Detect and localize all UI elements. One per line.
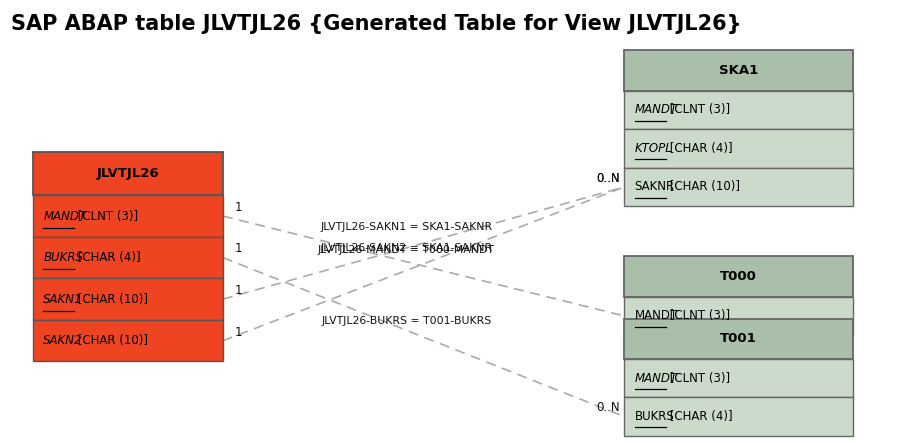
Text: 1: 1: [235, 326, 243, 338]
FancyBboxPatch shape: [33, 320, 223, 361]
Text: SAKN1: SAKN1: [43, 293, 83, 306]
Text: JLVTJL26-BUKRS = T001-BUKRS: JLVTJL26-BUKRS = T001-BUKRS: [321, 316, 491, 326]
Text: KTOPL: KTOPL: [634, 142, 672, 155]
Text: [CHAR (4)]: [CHAR (4)]: [74, 251, 141, 264]
FancyBboxPatch shape: [624, 256, 853, 297]
Text: SKA1: SKA1: [719, 64, 758, 77]
Text: JLVTJL26-MANDT = T000-MANDT: JLVTJL26-MANDT = T000-MANDT: [318, 245, 495, 255]
FancyBboxPatch shape: [624, 129, 853, 168]
Text: BUKRS: BUKRS: [43, 251, 83, 264]
FancyBboxPatch shape: [624, 359, 853, 397]
Text: JLVTJL26-SAKN1 = SKA1-SAKNR: JLVTJL26-SAKN1 = SKA1-SAKNR: [320, 222, 492, 232]
Text: SAKN2: SAKN2: [43, 334, 83, 347]
Text: [CLNT (3)]: [CLNT (3)]: [74, 210, 138, 222]
Text: 0..N: 0..N: [596, 172, 620, 185]
Text: T000: T000: [720, 270, 757, 283]
Text: [CHAR (10)]: [CHAR (10)]: [666, 180, 739, 194]
Text: [CLNT (3)]: [CLNT (3)]: [666, 372, 730, 385]
FancyBboxPatch shape: [33, 195, 223, 237]
FancyBboxPatch shape: [624, 91, 853, 129]
FancyBboxPatch shape: [624, 297, 853, 335]
Text: T001: T001: [720, 332, 757, 345]
FancyBboxPatch shape: [624, 397, 853, 436]
Text: 1: 1: [235, 201, 243, 214]
Text: [CLNT (3)]: [CLNT (3)]: [666, 104, 730, 117]
Text: 1: 1: [235, 242, 243, 256]
Text: 0..N: 0..N: [596, 172, 620, 185]
FancyBboxPatch shape: [624, 319, 853, 359]
Text: MANDT: MANDT: [634, 310, 678, 323]
Text: MANDT: MANDT: [634, 372, 678, 385]
Text: SAKNR: SAKNR: [634, 180, 675, 194]
FancyBboxPatch shape: [624, 51, 853, 91]
Text: [CLNT (3)]: [CLNT (3)]: [666, 310, 730, 323]
FancyBboxPatch shape: [33, 152, 223, 195]
Text: [CHAR (10)]: [CHAR (10)]: [74, 293, 148, 306]
FancyBboxPatch shape: [33, 278, 223, 320]
Text: BUKRS: BUKRS: [634, 410, 674, 423]
FancyBboxPatch shape: [33, 237, 223, 278]
Text: SAP ABAP table JLVTJL26 {Generated Table for View JLVTJL26}: SAP ABAP table JLVTJL26 {Generated Table…: [12, 14, 742, 34]
FancyBboxPatch shape: [624, 168, 853, 206]
Text: JLVTJL26-SAKN2 = SKA1-SAKNR: JLVTJL26-SAKN2 = SKA1-SAKNR: [320, 243, 492, 253]
Text: MANDT: MANDT: [634, 104, 678, 117]
Text: [CHAR (10)]: [CHAR (10)]: [74, 334, 148, 347]
Text: JLVTJL26: JLVTJL26: [97, 167, 159, 180]
Text: MANDT: MANDT: [43, 210, 86, 222]
Text: 0..N: 0..N: [596, 401, 620, 414]
Text: 1: 1: [235, 284, 243, 297]
Text: [CHAR (4)]: [CHAR (4)]: [666, 142, 732, 155]
Text: [CHAR (4)]: [CHAR (4)]: [666, 410, 732, 423]
